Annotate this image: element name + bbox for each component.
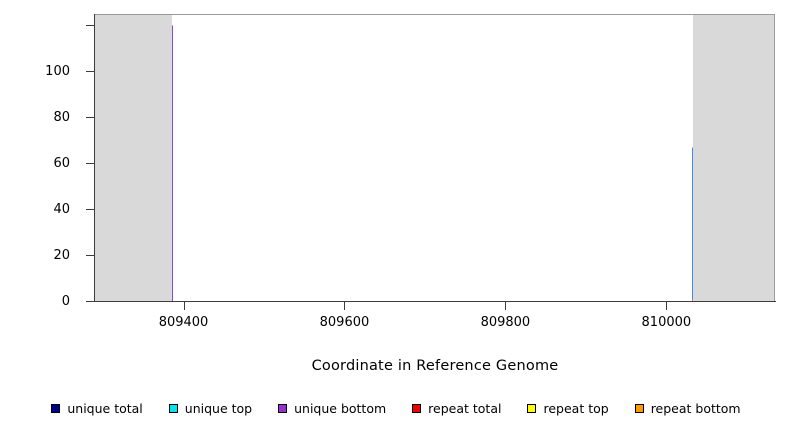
- legend-item-repeat-total[interactable]: repeat total: [412, 402, 501, 415]
- y-axis-line: [94, 14, 95, 302]
- legend-swatch-icon: [412, 403, 422, 413]
- y-tick: [86, 209, 94, 211]
- legend-swatch-icon: [168, 403, 178, 413]
- legend-item-repeat-bottom[interactable]: repeat bottom: [634, 400, 741, 416]
- repeat-region-right: [692, 15, 774, 301]
- y-tick-label: 100: [45, 64, 70, 80]
- x-tick: [505, 302, 507, 310]
- y-tick: [86, 301, 94, 302]
- legend-label: repeat total: [428, 400, 502, 416]
- x-tick: [344, 302, 346, 310]
- legend-label: unique total: [67, 400, 143, 416]
- plot-inner: [95, 15, 774, 301]
- x-tick: [666, 302, 668, 310]
- series-repeat-total: [692, 298, 758, 301]
- legend-swatch-icon: [278, 403, 288, 413]
- x-tick: [183, 302, 185, 310]
- legend-label: unique top: [184, 400, 253, 416]
- x-tick-label: 809400: [158, 315, 209, 330]
- x-axis-line: [94, 301, 776, 302]
- x-axis-title: Coordinate in Reference Genome: [311, 358, 559, 374]
- legend-swatch-icon: [634, 403, 644, 413]
- coverage-curves: [138, 25, 758, 301]
- y-tick: [86, 255, 94, 257]
- legend-label: repeat top: [543, 400, 609, 416]
- y-tick-label: 20: [53, 248, 70, 264]
- y-tick: [86, 25, 94, 27]
- series-unique-top: [138, 165, 753, 301]
- x-tick-label: 809600: [319, 315, 370, 330]
- series-repeat-bottom: [138, 298, 174, 301]
- legend-item-unique-total[interactable]: unique total: [51, 400, 143, 416]
- x-tick-label: 810000: [641, 315, 692, 330]
- y-tick: [86, 163, 94, 165]
- y-tick-label: 0: [61, 294, 70, 309]
- legend-swatch-icon: [527, 403, 537, 413]
- y-tick-label: 80: [53, 110, 70, 126]
- legend-swatch-icon: [51, 403, 61, 413]
- y-tick-label: 40: [53, 202, 70, 218]
- legend-item-unique-top[interactable]: unique top: [168, 400, 253, 416]
- legend-item-repeat-top[interactable]: repeat top: [527, 400, 609, 416]
- repeat-region-left: [95, 15, 173, 301]
- legend-label: unique bottom: [294, 400, 387, 416]
- y-tick: [86, 71, 94, 73]
- legend-label: repeat bottom: [650, 400, 741, 416]
- y-tick-label: 60: [53, 156, 70, 172]
- chart-legend: unique total unique top unique bottom repea…: [0, 398, 792, 418]
- series-unique-bottom: [138, 25, 174, 301]
- y-tick: [86, 117, 94, 119]
- plot-area[interactable]: [95, 14, 775, 301]
- series-unique-total: [138, 25, 758, 301]
- x-tick-label: 809800: [480, 315, 531, 330]
- legend-item-unique-bottom[interactable]: unique bottom: [278, 402, 386, 415]
